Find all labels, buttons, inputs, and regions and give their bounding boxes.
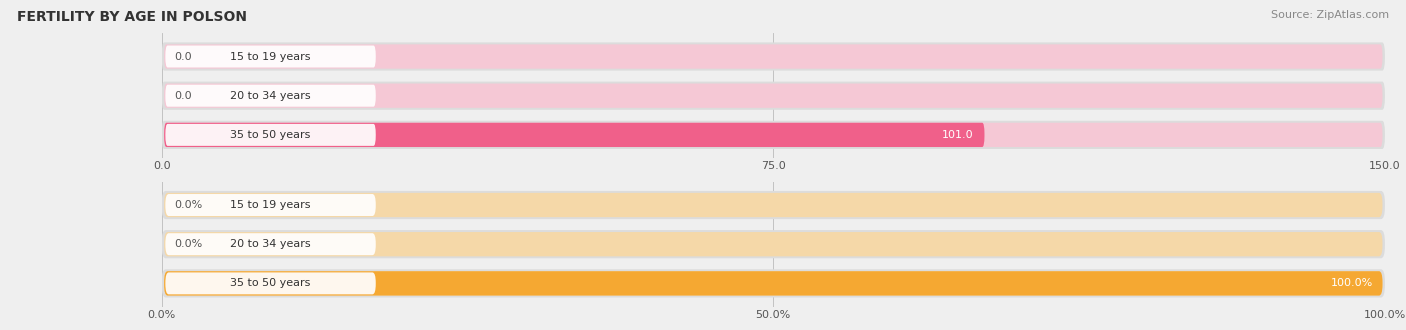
FancyBboxPatch shape: [162, 42, 1385, 71]
FancyBboxPatch shape: [165, 123, 984, 147]
Text: 101.0: 101.0: [942, 130, 973, 140]
FancyBboxPatch shape: [162, 269, 1385, 298]
FancyBboxPatch shape: [166, 85, 375, 107]
FancyBboxPatch shape: [165, 83, 1382, 108]
FancyBboxPatch shape: [165, 271, 1382, 296]
FancyBboxPatch shape: [162, 82, 1385, 110]
FancyBboxPatch shape: [165, 193, 1382, 217]
FancyBboxPatch shape: [162, 191, 1385, 219]
Text: 0.0: 0.0: [174, 91, 191, 101]
Text: FERTILITY BY AGE IN POLSON: FERTILITY BY AGE IN POLSON: [17, 10, 247, 24]
FancyBboxPatch shape: [165, 123, 1382, 147]
Text: 15 to 19 years: 15 to 19 years: [231, 51, 311, 61]
FancyBboxPatch shape: [166, 194, 375, 216]
FancyBboxPatch shape: [166, 124, 375, 146]
Text: 35 to 50 years: 35 to 50 years: [231, 279, 311, 288]
FancyBboxPatch shape: [165, 44, 1382, 69]
Text: 0.0%: 0.0%: [174, 200, 202, 210]
FancyBboxPatch shape: [166, 233, 375, 255]
Text: 15 to 19 years: 15 to 19 years: [231, 200, 311, 210]
Text: 20 to 34 years: 20 to 34 years: [231, 239, 311, 249]
FancyBboxPatch shape: [166, 46, 375, 68]
Text: 0.0: 0.0: [174, 51, 191, 61]
FancyBboxPatch shape: [162, 230, 1385, 258]
FancyBboxPatch shape: [162, 121, 1385, 149]
FancyBboxPatch shape: [165, 232, 1382, 256]
FancyBboxPatch shape: [165, 271, 1382, 296]
Text: Source: ZipAtlas.com: Source: ZipAtlas.com: [1271, 10, 1389, 20]
Text: 0.0%: 0.0%: [174, 239, 202, 249]
Text: 100.0%: 100.0%: [1330, 279, 1372, 288]
FancyBboxPatch shape: [166, 273, 375, 294]
Text: 20 to 34 years: 20 to 34 years: [231, 91, 311, 101]
Text: 35 to 50 years: 35 to 50 years: [231, 130, 311, 140]
